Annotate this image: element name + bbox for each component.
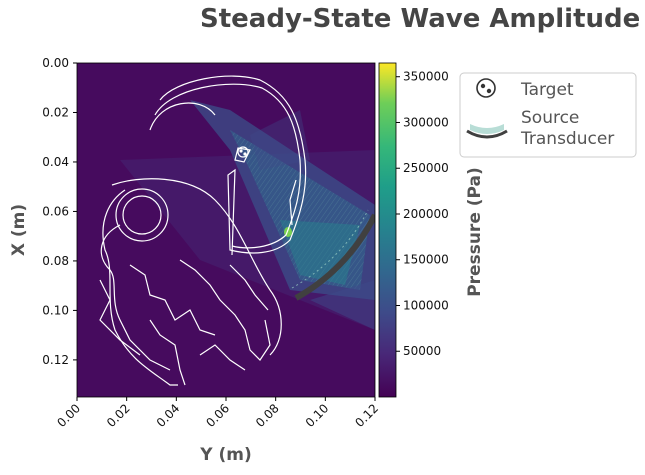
colorbar-tick-label: 300000 — [403, 115, 449, 129]
colorbar-tick-label: 50000 — [403, 344, 441, 358]
colorbar — [378, 62, 397, 398]
y-tick-label: 0.02 — [42, 105, 69, 119]
y-tick-label: 0.08 — [42, 254, 69, 268]
y-axis-ticks: 0.00 0.02 0.04 0.06 0.08 0.10 0.12 — [42, 56, 77, 367]
colorbar-ticks: 50000 100000 150000 200000 250000 300000 35000… — [396, 70, 449, 358]
heatmap-field — [77, 63, 375, 397]
x-tick-label: 0.08 — [253, 401, 282, 430]
legend-target-label: Target — [520, 80, 574, 100]
y-tick-label: 0.10 — [42, 303, 69, 317]
y-tick-label: 0.00 — [42, 56, 69, 70]
skull-outline — [99, 75, 307, 386]
x-axis-ticks: 0.00 0.02 0.04 0.06 0.08 0.10 0.12 — [54, 397, 381, 430]
colorbar-tick-label: 100000 — [403, 298, 449, 312]
y-axis-label: X (m) — [9, 204, 29, 256]
x-axis-label: Y (m) — [199, 445, 251, 465]
x-tick-label: 0.12 — [352, 401, 381, 430]
colorbar-label: Pressure (Pa) — [465, 167, 485, 297]
legend: Target Source Transducer — [459, 72, 637, 158]
source-transducer — [294, 213, 375, 301]
y-tick-label: 0.04 — [42, 155, 69, 169]
y-tick-label: 0.12 — [42, 353, 69, 367]
y-tick-label: 0.06 — [42, 204, 69, 218]
x-tick-label: 0.00 — [54, 401, 83, 430]
colorbar-tick-label: 150000 — [403, 253, 449, 267]
x-tick-label: 0.02 — [104, 401, 133, 430]
colorbar-tick-label: 350000 — [403, 70, 449, 84]
target-icon — [476, 78, 496, 98]
x-tick-label: 0.04 — [154, 401, 183, 430]
target-marker — [237, 146, 249, 158]
x-tick-label: 0.10 — [303, 401, 332, 430]
legend-source-label: Source Transducer — [520, 108, 614, 149]
x-tick-label: 0.06 — [203, 401, 232, 430]
chart-title: Steady-State Wave Amplitude — [200, 4, 641, 34]
colorbar-tick-label: 250000 — [403, 161, 449, 175]
colorbar-tick-label: 200000 — [403, 207, 449, 221]
transducer-legend-icon — [466, 124, 508, 139]
